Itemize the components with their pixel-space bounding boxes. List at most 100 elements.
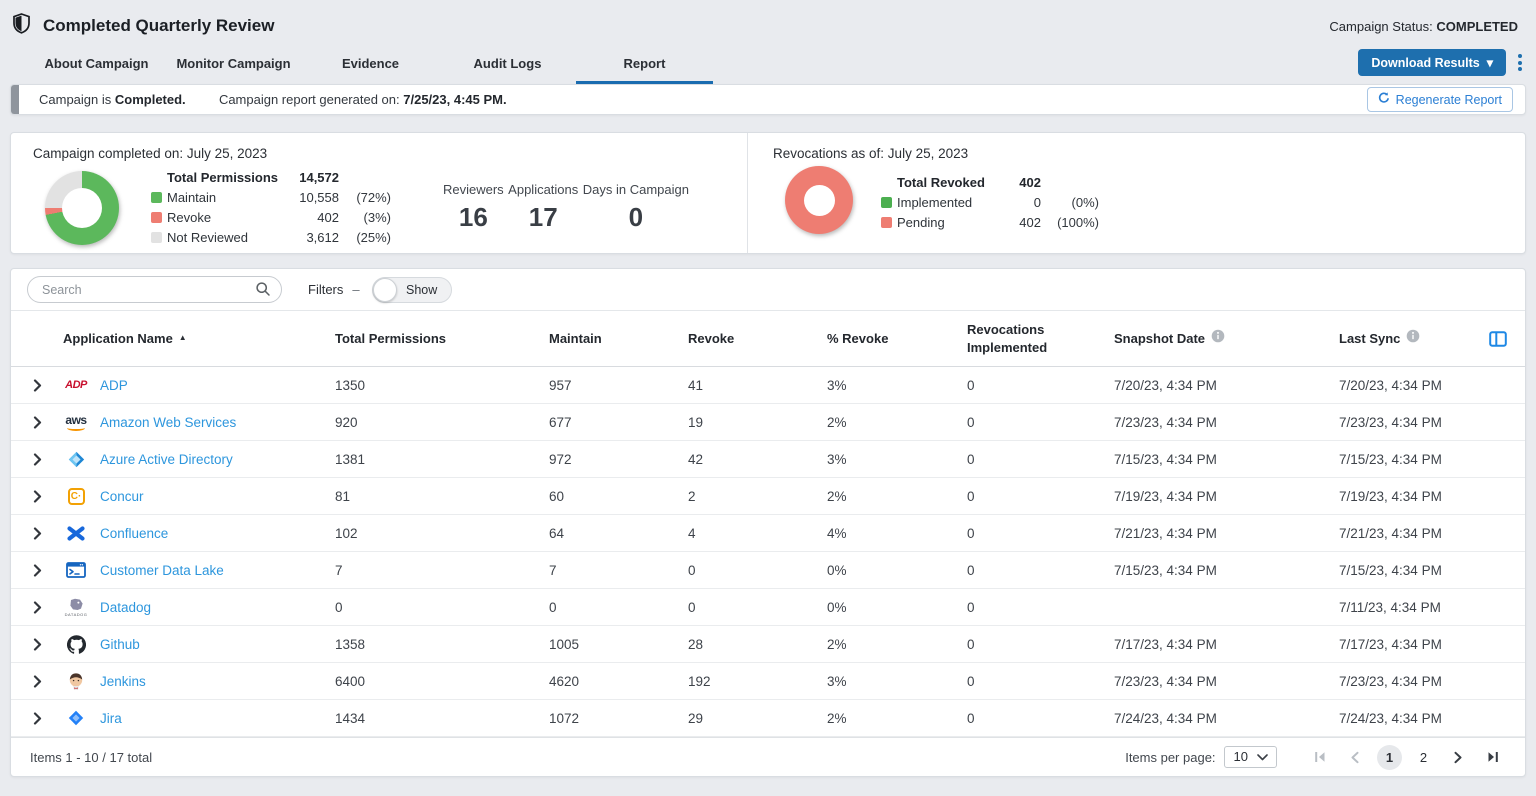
app-link[interactable]: Confluence <box>100 526 168 541</box>
legend-maintain-label: Maintain <box>167 190 279 205</box>
previous-page-icon[interactable] <box>1342 744 1368 770</box>
cell-maintain: 4620 <box>549 674 688 689</box>
expand-row-icon[interactable] <box>11 453 63 466</box>
jenkins-logo-icon <box>63 669 89 693</box>
cell-snapshot-date: 7/20/23, 4:34 PM <box>1114 378 1339 393</box>
cell-revocations-implemented: 0 <box>967 563 1114 578</box>
info-icon[interactable] <box>1406 329 1420 348</box>
cell-total-permissions: 1350 <box>335 378 549 393</box>
expand-row-icon[interactable] <box>11 638 63 651</box>
cell-total-permissions: 7 <box>335 563 549 578</box>
app-link[interactable]: Concur <box>100 489 144 504</box>
cell-revocations-implemented: 0 <box>967 452 1114 467</box>
cell-snapshot-date: 7/21/23, 4:34 PM <box>1114 526 1339 541</box>
completion-title: Campaign completed on: July 25, 2023 <box>33 146 747 161</box>
app-link[interactable]: Jenkins <box>100 674 146 689</box>
stat-reviewers: Reviewers 16 <box>443 182 504 233</box>
app-link[interactable]: Customer Data Lake <box>100 563 224 578</box>
expand-row-icon[interactable] <box>11 379 63 392</box>
expand-row-icon[interactable] <box>11 601 63 614</box>
page-number-1[interactable]: 1 <box>1377 745 1402 770</box>
cell-total-permissions: 1381 <box>335 452 549 467</box>
app-link[interactable]: Datadog <box>100 600 151 615</box>
cell-snapshot-date: 7/15/23, 4:34 PM <box>1114 563 1339 578</box>
legend-revoke-pct: (3%) <box>339 210 391 225</box>
legend-pending-value: 402 <box>995 215 1041 230</box>
cell-maintain: 1072 <box>549 711 688 726</box>
col-snapshot-date-label: Snapshot Date <box>1114 330 1205 348</box>
shield-brand-icon <box>12 13 31 39</box>
stat-applications-value: 17 <box>508 202 578 233</box>
cell-total-permissions: 920 <box>335 415 549 430</box>
tab-evidence[interactable]: Evidence <box>302 47 439 84</box>
app-link[interactable]: Amazon Web Services <box>100 415 236 430</box>
cell-snapshot-date: 7/19/23, 4:34 PM <box>1114 489 1339 504</box>
legend-total-revoked-label: Total Revoked <box>897 175 995 190</box>
filters-show-toggle[interactable]: Show <box>372 277 452 303</box>
expand-row-icon[interactable] <box>11 527 63 540</box>
tab-audit-logs[interactable]: Audit Logs <box>439 47 576 84</box>
expand-row-icon[interactable] <box>11 675 63 688</box>
table-row: Jira 1434 1072 29 2% 0 7/24/23, 4:34 PM … <box>11 700 1525 737</box>
table-header-row: Application Name ▲ Total Permissions Mai… <box>11 311 1525 367</box>
expand-row-icon[interactable] <box>11 712 63 725</box>
cell-revocations-implemented: 0 <box>967 674 1114 689</box>
column-picker-icon[interactable] <box>1489 331 1527 347</box>
cell-snapshot-date: 7/24/23, 4:34 PM <box>1114 711 1339 726</box>
search-input[interactable] <box>27 276 282 303</box>
search-icon[interactable] <box>255 281 271 302</box>
permissions-donut-chart <box>45 171 119 245</box>
cell-revoke: 41 <box>688 378 827 393</box>
legend-total-value: 14,572 <box>279 170 339 185</box>
legend-pending-pct: (100%) <box>1041 215 1099 230</box>
col-pct-revoke: % Revoke <box>827 330 967 348</box>
col-application-name[interactable]: Application Name ▲ <box>63 330 335 348</box>
campaign-report-page: Completed Quarterly Review Campaign Stat… <box>0 0 1536 777</box>
expand-row-icon[interactable] <box>11 490 63 503</box>
datadog-logo-icon: DATADOG <box>63 595 89 619</box>
cell-last-sync: 7/24/23, 4:34 PM <box>1339 711 1489 726</box>
expand-row-icon[interactable] <box>11 416 63 429</box>
cell-revoke: 0 <box>688 600 827 615</box>
aws-logo-icon: aws <box>63 410 89 434</box>
legend-maintain-value: 10,558 <box>279 190 339 205</box>
toggle-knob[interactable] <box>373 278 397 302</box>
regenerate-report-button[interactable]: Regenerate Report <box>1367 87 1513 112</box>
app-link[interactable]: Azure Active Directory <box>100 452 233 467</box>
next-page-icon[interactable] <box>1445 744 1471 770</box>
items-per-page-select[interactable]: 10 <box>1224 746 1277 768</box>
confluence-logo-icon <box>63 521 89 545</box>
cell-revoke: 42 <box>688 452 827 467</box>
tab-report[interactable]: Report <box>576 47 713 84</box>
cell-total-permissions: 0 <box>335 600 549 615</box>
app-link[interactable]: Jira <box>100 711 122 726</box>
legend-revoke-label: Revoke <box>167 210 279 225</box>
cell-pct-revoke: 4% <box>827 526 967 541</box>
revocations-donut-chart <box>785 166 853 234</box>
permissions-legend: Total Permissions 14,572 Maintain 10,558… <box>151 170 391 245</box>
campaign-stats: Reviewers 16 Applications 17 Days in Cam… <box>391 182 747 233</box>
cell-pct-revoke: 3% <box>827 452 967 467</box>
tab-about-campaign[interactable]: About Campaign <box>28 47 165 84</box>
legend-total-revoked-value: 402 <box>995 175 1041 190</box>
cell-revocations-implemented: 0 <box>967 637 1114 652</box>
concur-logo-icon: C· <box>63 484 89 508</box>
cell-revoke: 192 <box>688 674 827 689</box>
app-link[interactable]: Github <box>100 637 140 652</box>
revocations-title: Revocations as of: July 25, 2023 <box>773 146 1525 161</box>
download-results-button[interactable]: Download Results ▾ <box>1358 49 1506 76</box>
last-page-icon[interactable] <box>1480 744 1506 770</box>
cell-maintain: 677 <box>549 415 688 430</box>
info-icon[interactable] <box>1211 329 1225 348</box>
first-page-icon[interactable] <box>1307 744 1333 770</box>
cell-snapshot-date: 7/23/23, 4:34 PM <box>1114 674 1339 689</box>
search-box <box>27 276 282 303</box>
page-number-2[interactable]: 2 <box>1411 745 1436 770</box>
app-link[interactable]: ADP <box>100 378 128 393</box>
title-bar: Completed Quarterly Review Campaign Stat… <box>10 0 1526 43</box>
more-options-kebab-icon[interactable] <box>1518 54 1522 71</box>
expand-row-icon[interactable] <box>11 564 63 577</box>
stat-days-in-campaign: Days in Campaign 0 <box>583 182 689 233</box>
tab-monitor-campaign[interactable]: Monitor Campaign <box>165 47 302 84</box>
col-revoke: Revoke <box>688 330 827 348</box>
